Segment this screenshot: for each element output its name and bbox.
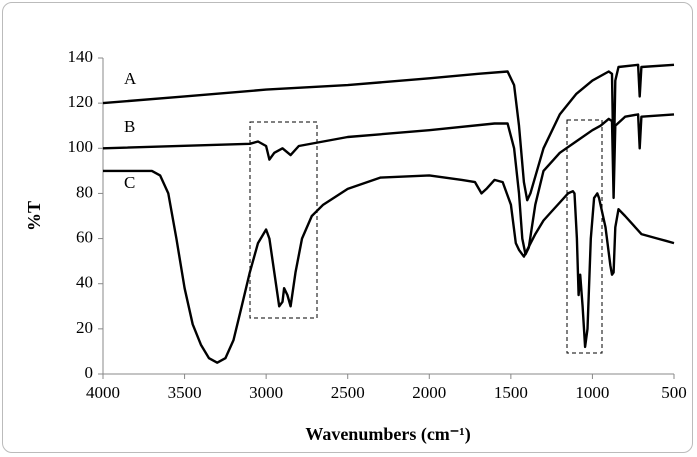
y-tick-label: 140 <box>68 47 94 66</box>
x-tick-label: 2000 <box>412 383 446 402</box>
y-axis-title: %T <box>24 201 44 231</box>
series-label: C <box>124 173 135 192</box>
y-tick-label: 40 <box>76 273 93 292</box>
y-tick-label: 80 <box>76 182 93 201</box>
highlight-box <box>566 119 603 354</box>
y-tick-label: 0 <box>85 363 94 382</box>
x-tick-label: 3500 <box>168 383 202 402</box>
series-label: A <box>124 69 137 88</box>
y-tick-label: 60 <box>76 227 93 246</box>
x-tick-label: 2500 <box>331 383 365 402</box>
x-tick-label: 1500 <box>494 383 528 402</box>
x-tick-label: 500 <box>661 383 687 402</box>
y-tick-label: 100 <box>68 137 94 156</box>
series-label: B <box>124 117 135 136</box>
series-line <box>103 169 675 364</box>
y-tick-label: 120 <box>68 92 94 111</box>
x-tick-label: 1000 <box>575 383 609 402</box>
x-tick-label: 3000 <box>249 383 283 402</box>
highlight-box <box>249 121 318 319</box>
x-axis-title: Wavenumbers (cm⁻¹) <box>305 424 470 445</box>
series-line <box>102 113 675 256</box>
frame <box>2 2 693 453</box>
x-tick-label: 4000 <box>86 383 120 402</box>
y-tick-label: 20 <box>76 318 93 337</box>
series-line <box>102 63 675 202</box>
